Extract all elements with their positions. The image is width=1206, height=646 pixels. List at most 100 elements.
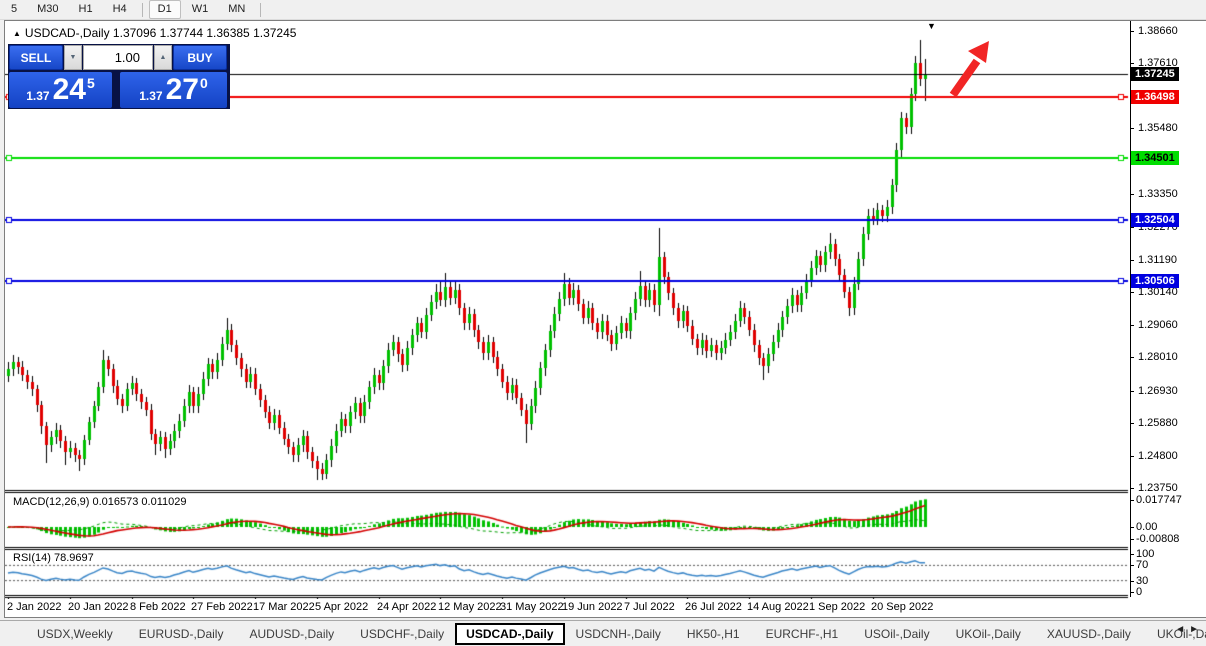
symbol-tab-ukoil-daily[interactable]: UKOil-,Daily (955, 626, 1021, 641)
date-label: 27 Feb 2022 (191, 601, 253, 613)
buy-button[interactable]: BUY (173, 45, 227, 70)
axis-tick-mark (1130, 580, 1134, 582)
timeframe-button-h1[interactable]: H1 (78, 3, 93, 15)
axis-tick-mark (1130, 554, 1134, 555)
axis-tick-mark (1130, 422, 1134, 424)
symbol-tab-xauusd-daily[interactable]: XAUUSD-,Daily (1046, 626, 1131, 641)
axis-tick-mark (1130, 539, 1134, 541)
symbol-tab-eurusd-daily[interactable]: EURUSD-,Daily (138, 626, 224, 641)
timeframe-button-d1[interactable]: D1 (148, 0, 181, 19)
symbol-tab-usoil-daily[interactable]: USOil-,Daily (864, 626, 930, 641)
symbol-tab-bar: USDX,Weekly EURUSD-,Daily AUDUSD-,Daily USD… (0, 620, 1206, 646)
price-tag-1.32504: 1.32504 (1131, 212, 1179, 227)
ask-prefix: 1.37 (139, 89, 163, 103)
date-label: 17 Mar 2022 (253, 601, 315, 613)
price-tag-1.36498: 1.36498 (1131, 90, 1179, 105)
symbol-tab-usdcnh-daily[interactable]: USDCNH-,Daily (575, 626, 661, 641)
amount-decrease-button[interactable]: ▼ (64, 45, 82, 70)
chart-canvas[interactable] (5, 21, 1130, 599)
rsi-indicator-label: RSI(14) 78.9697 (13, 552, 94, 564)
date-label: 2 Jan 2022 (7, 601, 62, 613)
axis-tick-mark (1130, 390, 1134, 392)
symbol-tab-ukoil-da[interactable]: UKOil-,Da (1156, 626, 1206, 641)
timeframe-toolbar: 5 M30 H1 H4 D1 W1 MN (0, 0, 1206, 20)
price-tag-1.37245: 1.37245 (1131, 67, 1179, 82)
toolbar-separator (260, 2, 262, 17)
price-tick-label: 1.29060 (1138, 319, 1178, 332)
sell-button[interactable]: SELL (9, 45, 63, 70)
chart-shift-marker[interactable]: ▼ (927, 21, 936, 31)
ask-big-digits: 27 (165, 73, 199, 106)
date-label: 8 Feb 2022 (130, 601, 186, 613)
price-tick-label: 1.25880 (1138, 416, 1178, 429)
macd-indicator-label: MACD(12,26,9) 0.016573 0.011029 (13, 496, 187, 508)
axis-tick-mark (1130, 592, 1134, 593)
symbol-tab-eurchf-h1[interactable]: EURCHF-,H1 (765, 626, 839, 641)
timeframe-button-m30[interactable]: M30 (37, 3, 59, 15)
rsi-axis-label: 0 (1136, 586, 1143, 598)
axis-tick-mark (1130, 31, 1134, 32)
axis-tick-mark (1130, 357, 1134, 359)
bid-price-display[interactable]: 1.37 24 5 (9, 72, 112, 108)
axis-tick-mark (1130, 193, 1134, 195)
axis-tick-mark (1130, 63, 1134, 65)
symbol-tab-usdchf-daily[interactable]: USDCHF-,Daily (360, 626, 445, 641)
axis-tick-mark (1130, 455, 1134, 457)
axis-tick-mark (1130, 128, 1134, 130)
ask-price-display[interactable]: 1.37 27 0 (120, 72, 227, 108)
axis-tick-mark (1130, 565, 1134, 567)
timeframe-button-h4[interactable]: H4 (112, 3, 127, 15)
price-tag-1.34501: 1.34501 (1131, 151, 1179, 166)
date-label: 1 Sep 2022 (809, 601, 866, 613)
date-label: 26 Jul 2022 (685, 601, 742, 613)
date-label: 7 Jul 2022 (624, 601, 675, 613)
rsi-axis-label: 70 (1136, 559, 1149, 572)
tab-scroll-right-icon[interactable]: ► (1189, 624, 1203, 635)
symbol-tab-usdcad-daily[interactable]: USDCAD-,Daily (455, 622, 565, 645)
date-label: 5 Apr 2022 (315, 601, 369, 613)
tab-scroll-arrows: ◄► (1175, 624, 1203, 635)
price-tick-label: 1.28010 (1138, 351, 1178, 364)
axis-tick-mark (1130, 292, 1134, 294)
collapse-triangle-icon[interactable]: ▲ (13, 29, 21, 38)
macd-axis-label: 0.00 (1136, 521, 1158, 533)
date-label: 31 May 2022 (500, 601, 564, 613)
price-tick-label: 1.23750 (1138, 481, 1178, 494)
price-tick-label: 1.38660 (1138, 25, 1178, 37)
axis-tick-mark (1130, 259, 1134, 261)
tab-scroll-left-icon[interactable]: ◄ (1175, 624, 1190, 635)
date-label: 19 Jun 2022 (562, 601, 623, 613)
amount-increase-button[interactable]: ▲ (154, 45, 172, 70)
lot-size-input[interactable] (83, 45, 153, 70)
bid-big-digits: 24 (52, 73, 86, 106)
timeframe-button-mn[interactable]: MN (228, 3, 246, 15)
toolbar-separator (141, 2, 143, 17)
price-tick-label: 1.37610 (1138, 57, 1178, 70)
price-tick-label: 1.24800 (1138, 449, 1178, 462)
symbol-tab-hk50-h1[interactable]: HK50-,H1 (686, 626, 740, 641)
price-tick-label: 1.31190 (1138, 253, 1177, 266)
timeframe-button-5[interactable]: 5 (11, 3, 18, 15)
ask-pipette: 0 (199, 75, 208, 91)
rsi-axis-label: 30 (1136, 574, 1149, 587)
trend-arrow-annotation[interactable] (943, 35, 1005, 101)
price-axis-line (1130, 21, 1131, 597)
date-label: 12 May 2022 (438, 601, 502, 613)
symbol-tab-usdx-weekly[interactable]: USDX,Weekly (37, 626, 113, 641)
chart-window: ▲ USDCAD-,Daily 1.37096 1.37744 1.36385 1… (4, 20, 1206, 618)
price-tick-label: 1.30140 (1138, 286, 1178, 299)
axis-tick-mark (1130, 500, 1134, 501)
price-tick-label: 1.35480 (1138, 122, 1178, 135)
axis-tick-mark (1130, 527, 1134, 528)
date-label: 20 Jan 2022 (68, 601, 129, 613)
symbol-tab-audusd-daily[interactable]: AUDUSD-,Daily (249, 626, 335, 641)
axis-tick-mark (1130, 487, 1134, 489)
chart-title-text: USDCAD-,Daily 1.37096 1.37744 1.36385 1.… (24, 26, 297, 40)
price-tag-1.30506: 1.30506 (1131, 273, 1179, 288)
bid-pipette: 5 (86, 75, 95, 91)
timeframe-button-w1[interactable]: W1 (191, 3, 209, 15)
price-tick-label: 1.33350 (1138, 187, 1178, 200)
axis-tick-mark (1130, 325, 1134, 327)
